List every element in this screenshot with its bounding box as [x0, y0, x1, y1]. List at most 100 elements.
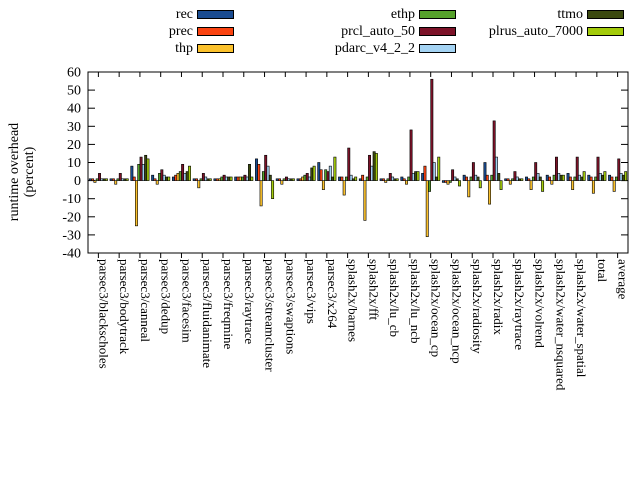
bar-prec	[568, 176, 572, 181]
bar-rec	[234, 176, 238, 181]
bar-prec	[465, 176, 468, 181]
bar-rec	[255, 158, 258, 181]
x-tick-label: splash2x/fft	[366, 259, 381, 321]
bar-ethp	[116, 178, 120, 181]
bar-rec	[379, 178, 383, 181]
bar-ethp	[511, 178, 515, 181]
bar-ttmo	[248, 164, 251, 181]
bar-thp	[363, 180, 367, 221]
bar-prcl_auto_50	[451, 169, 455, 181]
y-tick-label: 30	[67, 120, 81, 135]
legend-label-prec: prec	[168, 24, 193, 39]
bar-rec	[358, 178, 362, 181]
bar-prcl_auto_50	[118, 173, 122, 181]
x-tick-label: splash2x/raytrace	[512, 259, 527, 350]
bar-ethp	[241, 176, 245, 181]
bar-ethp	[407, 176, 411, 181]
bar-pdarc_v4_2_2	[494, 156, 498, 181]
x-tick-label: splash2x/ocean_cp	[429, 259, 444, 357]
bar-thp	[238, 176, 242, 181]
bar-prcl_auto_50	[368, 154, 371, 181]
bar-thp	[321, 180, 325, 190]
x-tick-label: splash2x/radiosity	[470, 259, 485, 354]
x-tick-label: parsec3/fluidanimate	[200, 259, 215, 368]
bar-thp	[550, 180, 554, 185]
bar-rec	[545, 174, 549, 181]
x-tick-label: splash2x/radix	[491, 259, 506, 335]
x-tick-label: parsec3/raytrace	[242, 259, 257, 344]
legend-swatch-ethp	[419, 10, 456, 19]
bar-ethp	[490, 174, 494, 181]
bar-ttmo	[476, 176, 480, 181]
y-tick-label: 50	[67, 84, 81, 99]
bar-pdarc_v4_2_2	[266, 165, 270, 181]
bar-prec	[506, 178, 510, 181]
bar-plrus_auto_7000	[125, 178, 129, 181]
bar-prec	[257, 164, 261, 181]
bar-plrus_auto_7000	[437, 156, 441, 181]
bar-pdarc_v4_2_2	[162, 174, 166, 181]
bar-prec	[361, 174, 365, 181]
bar-prec	[402, 178, 406, 181]
bar-ttmo	[331, 176, 335, 181]
bar-pdarc_v4_2_2	[308, 176, 311, 181]
bar-thp	[301, 176, 305, 181]
bar-rec	[587, 174, 591, 181]
bar-rec	[192, 178, 196, 181]
bar-pdarc_v4_2_2	[598, 173, 602, 181]
x-tick-label: parsec3/vips	[304, 259, 319, 324]
legend-label-ethp: ethp	[390, 7, 415, 22]
bar-pdarc_v4_2_2	[225, 176, 228, 181]
bar-ethp	[158, 173, 161, 181]
bar-rec	[441, 180, 445, 183]
bar-ethp	[95, 178, 99, 181]
bar-prec	[381, 178, 385, 181]
bar-prcl_auto_50	[285, 176, 288, 181]
bar-prec	[174, 174, 178, 181]
bar-prcl_auto_50	[575, 156, 579, 181]
bar-plrus_auto_7000	[333, 156, 337, 181]
y-tick-label: -10	[62, 192, 81, 207]
bar-prec	[610, 176, 614, 181]
bar-ethp	[386, 178, 390, 181]
bar-prcl_auto_50	[388, 173, 392, 181]
bar-pdarc_v4_2_2	[578, 174, 581, 181]
bar-pdarc_v4_2_2	[453, 176, 457, 181]
bar-rec	[151, 174, 155, 181]
bar-rec	[566, 173, 570, 181]
x-tick-label: parsec3/streamcluster	[263, 259, 278, 372]
bar-thp	[135, 180, 138, 227]
bar-plrus_auto_7000	[208, 178, 212, 181]
bar-ethp	[469, 176, 473, 181]
bar-prec	[153, 178, 157, 181]
bar-ttmo	[518, 178, 521, 181]
x-tick-label: parsec3/facesim	[179, 259, 194, 343]
legend-swatch-prec	[197, 27, 234, 36]
y-axis: -40 -30 -20 -10 0 10 20 30 40 50 60	[62, 66, 628, 262]
bar-prec	[215, 178, 219, 181]
bar-prec	[319, 169, 323, 181]
legend-swatch-ttmo	[587, 10, 624, 19]
x-tick-label: parsec3/blackscholes	[96, 259, 111, 369]
legend-label-prcl_auto_50: prcl_auto_50	[341, 24, 415, 39]
bar-prec	[278, 178, 282, 181]
bar-rec	[130, 165, 134, 181]
x-tick-label: splash2x/barnes	[346, 259, 361, 342]
bar-prec	[527, 178, 531, 181]
bar-rec	[338, 176, 342, 181]
bar-prcl_auto_50	[347, 147, 351, 181]
bar-pdarc_v4_2_2	[121, 178, 125, 181]
bar-thp	[342, 180, 346, 196]
bar-prec	[589, 176, 593, 181]
bar-plrus_auto_7000	[250, 176, 254, 181]
bar-ethp	[448, 180, 452, 183]
bar-prcl_auto_50	[139, 156, 143, 181]
x-tick-label: splash2x/ocean_ncp	[449, 259, 464, 364]
bar-thp	[176, 173, 180, 181]
bar-prec	[444, 180, 448, 183]
bar-rec	[88, 178, 92, 181]
x-tick-label: splash2x/volrend	[533, 259, 548, 348]
bar-rec	[504, 178, 508, 181]
x-tick-label: parsec3/freqmine	[221, 259, 236, 349]
